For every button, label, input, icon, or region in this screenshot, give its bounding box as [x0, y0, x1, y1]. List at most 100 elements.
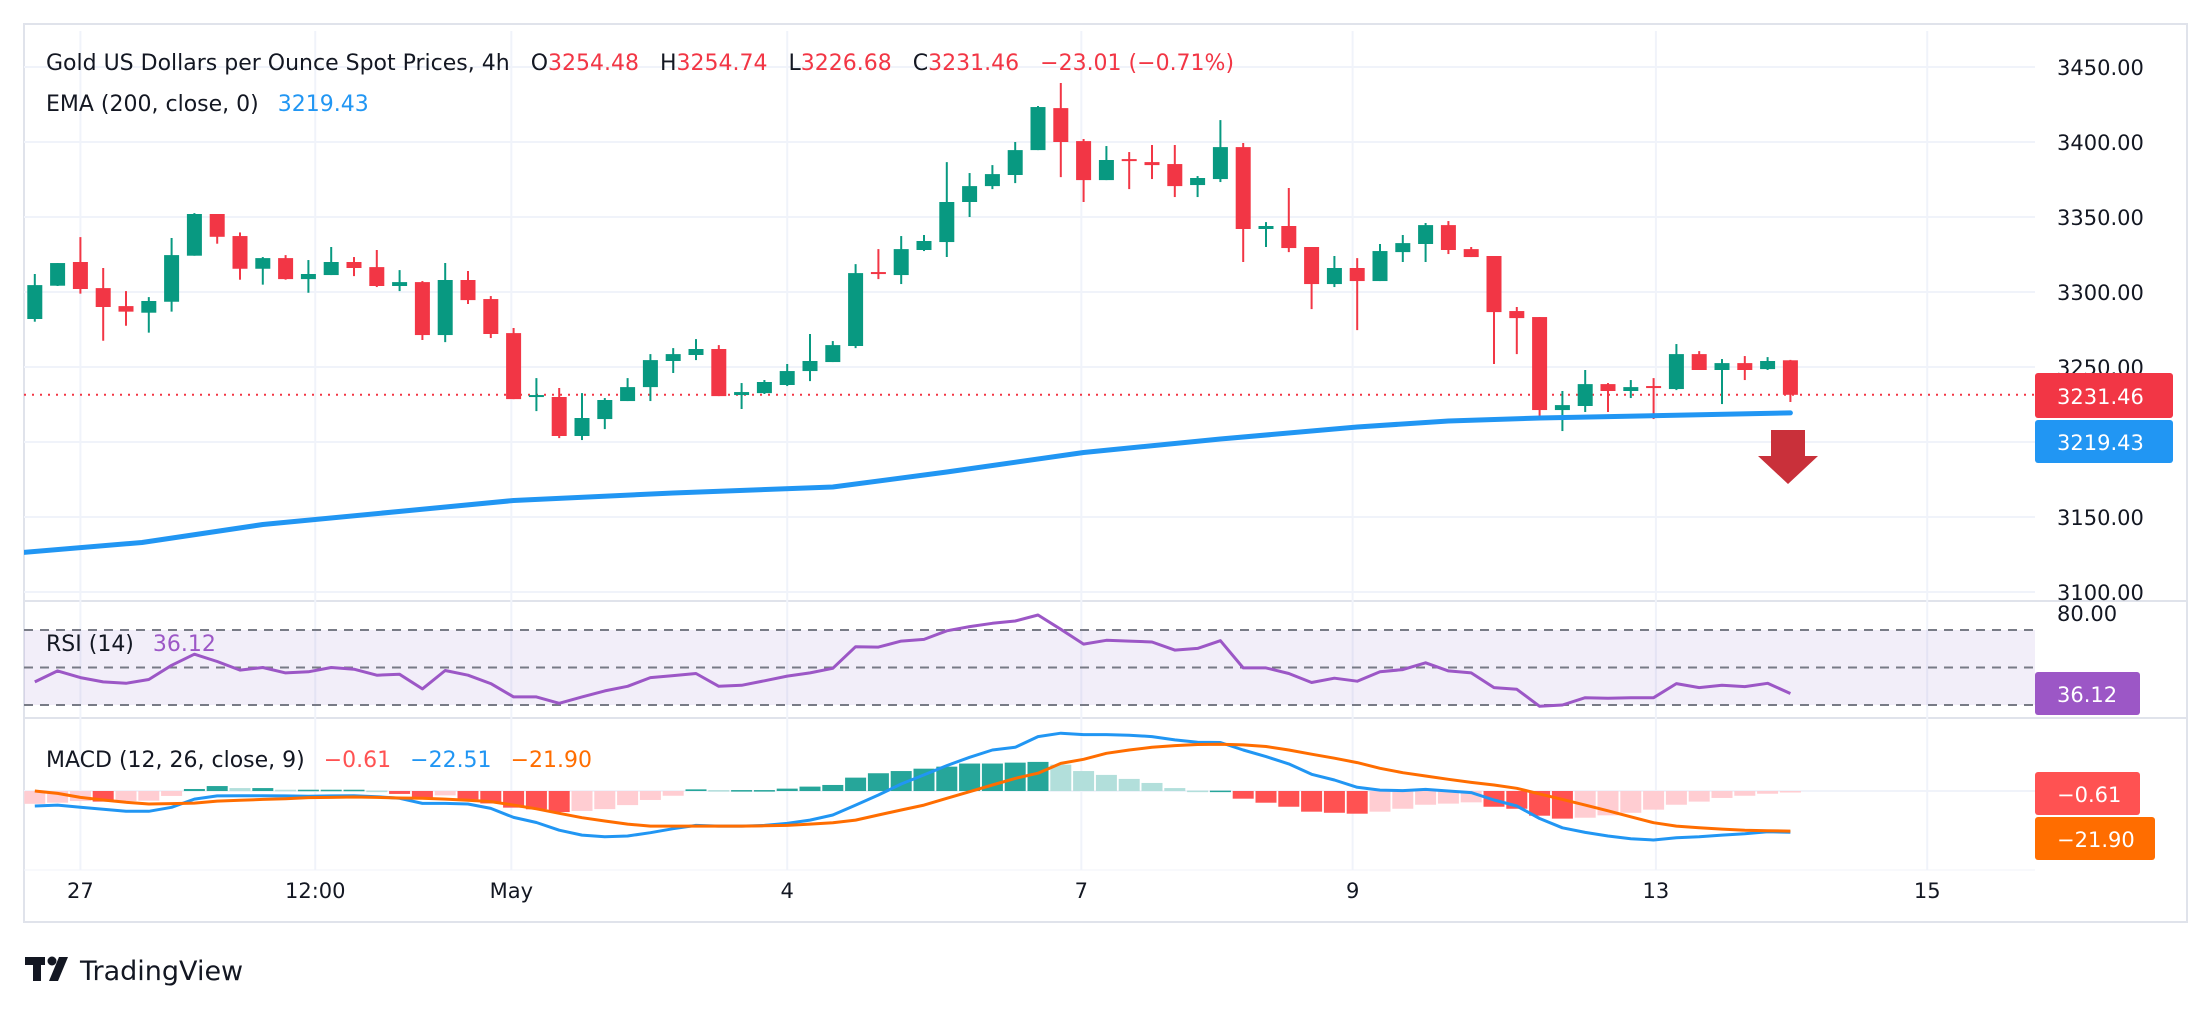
macd-histogram-bar	[1460, 791, 1482, 803]
candle-up	[848, 264, 864, 349]
candle-up	[756, 380, 772, 394]
price-tick-label: 3300.00	[2057, 281, 2144, 305]
low-label: L	[789, 51, 802, 76]
candle-up	[1212, 120, 1228, 183]
macd-histogram	[24, 761, 1801, 819]
candle-body	[1190, 178, 1206, 186]
close-value: 3231.46	[928, 51, 1019, 76]
candle-down	[72, 237, 88, 294]
symbol-legend[interactable]: Gold US Dollars per Ounce Spot Prices, 4…	[46, 51, 1234, 76]
macd-histogram-bar	[1278, 791, 1300, 807]
macd-histogram-bar	[1073, 771, 1095, 791]
candle-body	[688, 349, 704, 355]
candle-body	[779, 371, 795, 385]
candle-up	[392, 270, 408, 292]
rsi-band	[24, 630, 2035, 705]
ema-legend-label: EMA (200, close, 0)	[46, 92, 259, 117]
time-axis[interactable]: 27 12:00 May 4 7 9 13 15	[67, 879, 1941, 903]
candle-up	[779, 364, 795, 387]
candle-up	[734, 383, 750, 409]
candle-up	[255, 257, 271, 285]
candle-body	[1326, 268, 1342, 285]
candle-body	[1760, 361, 1776, 370]
candle-up	[528, 378, 544, 412]
macd-histogram-bar	[731, 790, 753, 792]
macd-histogram-bar	[92, 791, 114, 802]
candle-down	[209, 214, 225, 244]
rsi-value-tag: 36.12	[2035, 672, 2140, 715]
candle-up	[962, 173, 978, 217]
ema-legend[interactable]: EMA (200, close, 0) 3219.43	[46, 92, 369, 117]
candle-body	[506, 333, 522, 400]
candle-body	[1212, 147, 1228, 180]
candle-body	[164, 255, 180, 302]
candle-down	[1737, 356, 1753, 381]
macd-histogram-bar	[936, 766, 958, 791]
candle-body	[939, 202, 955, 243]
macd-histogram-bar	[366, 790, 388, 793]
down-arrow-icon	[1758, 430, 1818, 484]
candle-up	[1418, 223, 1434, 262]
candle-down	[711, 345, 727, 397]
rsi-axis-label: 80.00	[2057, 602, 2117, 626]
macd-histogram-bar	[1095, 774, 1117, 791]
signal-line	[34, 742, 1791, 833]
candle-up	[916, 235, 932, 252]
candle-down	[1782, 359, 1798, 402]
candle-up	[1623, 380, 1639, 399]
candle-up	[1577, 370, 1593, 412]
change-value: −23.01 (−0.71%)	[1040, 51, 1234, 76]
candle-down	[1486, 256, 1502, 364]
macd-histogram-bar	[297, 789, 319, 792]
macd-legend[interactable]: MACD (12, 26, close, 9) −0.61 −22.51 −21…	[46, 748, 592, 773]
candle-up	[1190, 176, 1206, 198]
time-tick-label: May	[490, 879, 533, 903]
macd-histogram-bar	[411, 791, 433, 799]
candle-up	[893, 236, 909, 285]
candle-body	[642, 360, 658, 388]
candle-body	[1235, 147, 1251, 229]
macd-histogram-bar	[639, 791, 661, 800]
macd-histogram-bar	[571, 791, 593, 811]
macd-histogram-bar	[662, 791, 684, 796]
candle-body	[1167, 164, 1183, 187]
macd-histogram-bar	[434, 791, 456, 796]
candle-down	[1076, 139, 1092, 202]
candle-down	[1304, 247, 1320, 310]
candle-body	[1737, 363, 1753, 370]
candle-up	[620, 378, 636, 402]
candle-body	[1600, 384, 1616, 391]
candle-body	[414, 282, 430, 336]
candle-body	[1372, 251, 1388, 282]
macd-histogram-bar	[115, 791, 137, 802]
candle-up	[1714, 359, 1730, 405]
high-value: 3254.74	[677, 51, 768, 76]
candle-body	[1418, 225, 1434, 244]
candle-down	[1600, 383, 1616, 412]
macd-pane[interactable]	[24, 731, 2035, 842]
candle-down	[1167, 145, 1183, 198]
candle-down	[1235, 143, 1251, 262]
candle-up	[802, 334, 818, 382]
candle-body	[597, 400, 613, 420]
candle-up	[1395, 235, 1411, 262]
ema-legend-value: 3219.43	[278, 92, 369, 117]
macd-hist-tag: −0.61	[2035, 772, 2140, 815]
candle-body	[1668, 354, 1684, 390]
tradingview-logo[interactable]: TradingView	[25, 956, 243, 987]
candle-down	[369, 250, 385, 288]
candle-down	[346, 257, 362, 277]
rsi-pane[interactable]	[24, 613, 2035, 708]
candle-body	[1395, 243, 1411, 253]
price-axis[interactable]: 3450.003400.003350.003300.003250.003150.…	[2057, 56, 2144, 605]
rsi-legend[interactable]: RSI (14) 36.12	[46, 632, 216, 657]
candle-down	[551, 388, 567, 439]
macd-histogram-bar	[1209, 790, 1231, 793]
price-pane[interactable]	[17, 83, 2035, 555]
candle-body	[232, 236, 248, 269]
macd-histogram-bar	[183, 788, 205, 791]
macd-histogram-bar	[708, 790, 730, 792]
candle-up	[1554, 391, 1570, 432]
macd-histogram-bar	[548, 791, 570, 813]
